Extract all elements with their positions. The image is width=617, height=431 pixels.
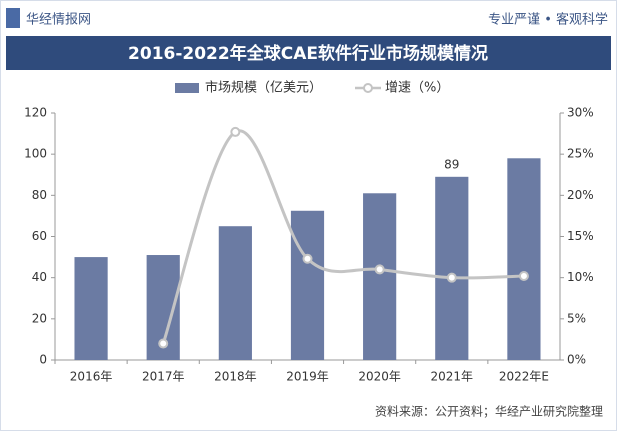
y-tick-label: 0	[39, 353, 47, 367]
title-banner	[6, 36, 611, 70]
bar	[218, 226, 252, 360]
bar	[507, 158, 541, 360]
line-marker	[446, 272, 457, 283]
y-tick-label: 80	[32, 188, 47, 202]
logo	[6, 8, 20, 28]
y2-tick-label: 25%	[567, 147, 594, 161]
x-tick-label: 2021年	[431, 370, 474, 384]
y-tick-label: 120	[24, 106, 47, 120]
y-tick-label: 60	[32, 229, 47, 243]
bar	[435, 176, 469, 360]
y2-tick-label: 20%	[567, 188, 594, 202]
x-tick-label: 2019年	[286, 370, 329, 384]
brand: 华经情报网	[26, 13, 91, 28]
legend-swatch	[363, 83, 373, 93]
x-tick-label: 2022年E	[499, 370, 549, 384]
bar	[363, 193, 397, 360]
line-marker	[230, 126, 241, 137]
bar	[290, 210, 325, 360]
data-label: 89	[444, 157, 459, 171]
x-tick-label: 2016年	[70, 370, 113, 384]
line-marker	[374, 264, 385, 275]
slogan: 专业严谨 • 客观科学	[488, 12, 608, 28]
y2-tick-label: 15%	[567, 229, 594, 243]
y-tick-label: 40	[32, 270, 47, 284]
line-marker	[302, 253, 313, 264]
legend-swatch	[175, 83, 199, 93]
legend-label: 市场规模（亿美元）	[205, 80, 322, 96]
line-marker	[518, 271, 529, 282]
y2-tick-label: 10%	[567, 270, 594, 284]
source: 资料来源：公开资料；华经产业研究院整理	[375, 404, 603, 419]
x-tick-label: 2018年	[214, 370, 257, 384]
bar	[74, 257, 108, 360]
y2-tick-label: 0%	[567, 353, 586, 367]
y2-tick-label: 5%	[567, 311, 586, 325]
y-tick-label: 20	[32, 311, 47, 325]
y2-tick-label: 30%	[567, 106, 594, 120]
x-tick-label: 2017年	[142, 370, 185, 384]
legend-label: 增速（%）	[385, 81, 449, 96]
line-marker	[158, 338, 169, 349]
x-tick-label: 2020年	[358, 370, 401, 384]
chart-title: 2016-2022年全球CAE软件行业市场规模情况	[128, 43, 488, 64]
y-tick-label: 100	[24, 147, 47, 161]
